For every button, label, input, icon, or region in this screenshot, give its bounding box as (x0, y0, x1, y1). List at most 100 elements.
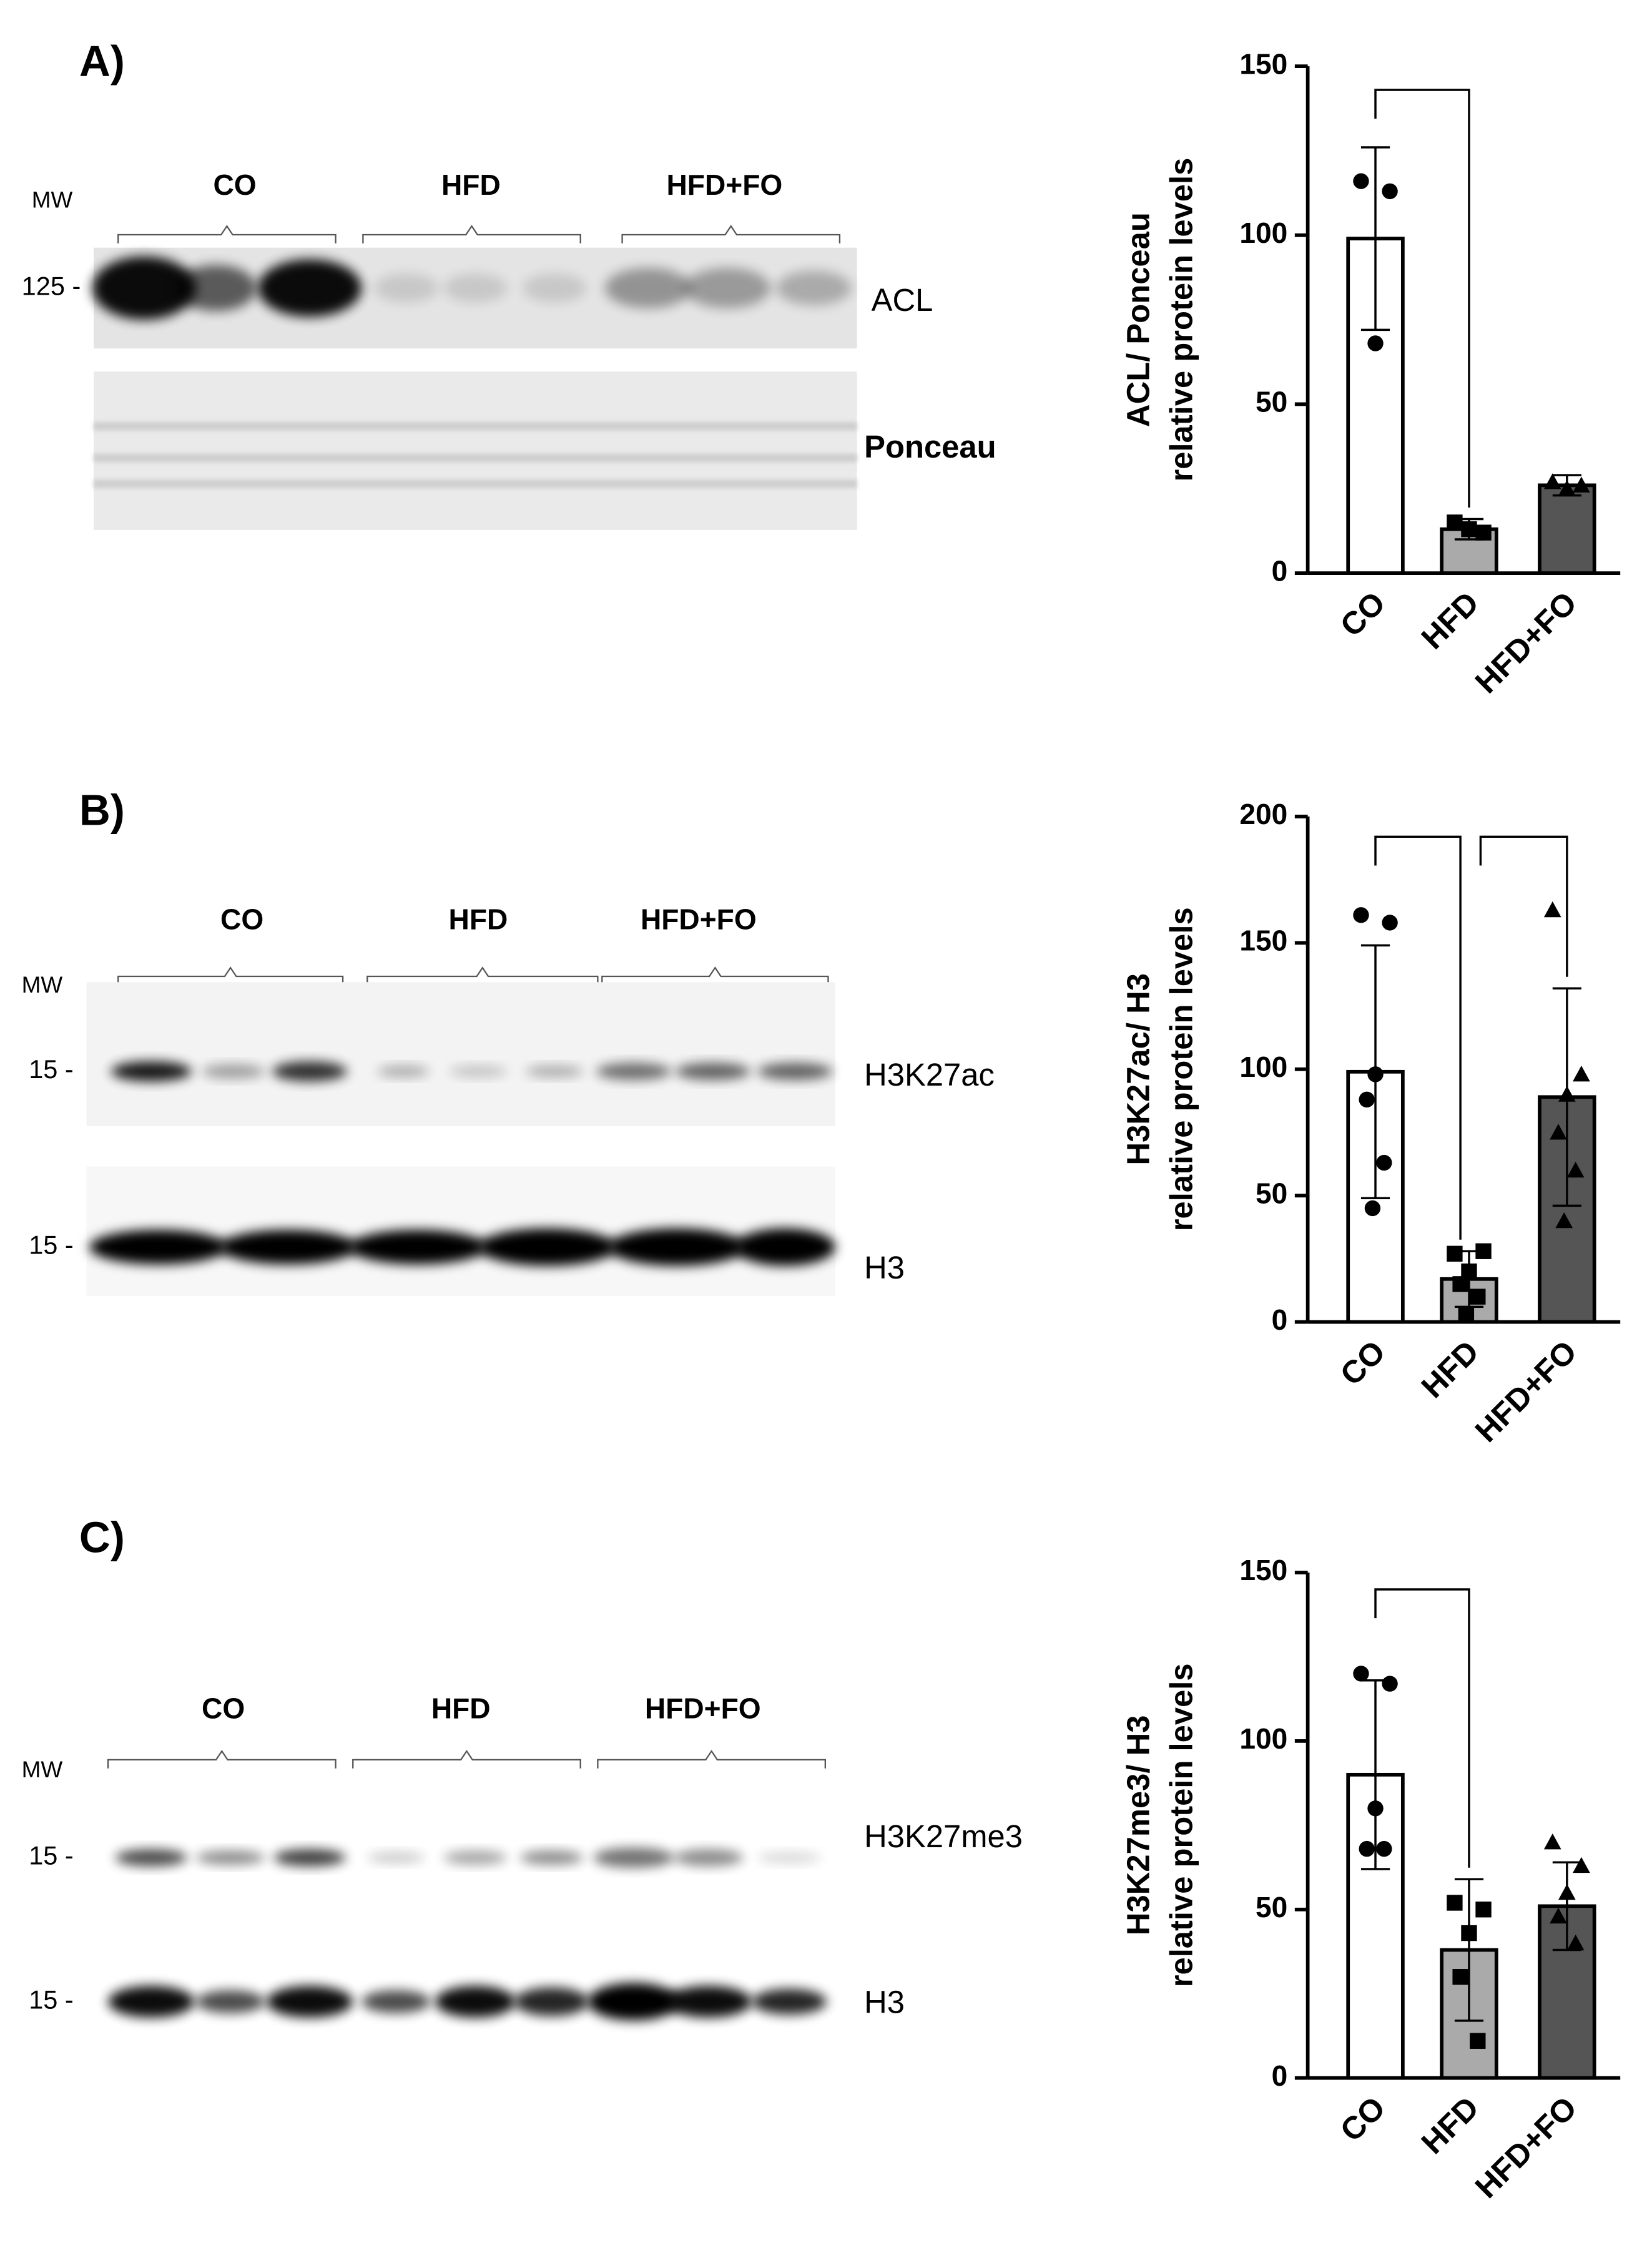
blot-strip (92, 247, 857, 349)
blot-band (523, 273, 586, 303)
bar (1346, 237, 1405, 575)
protein-label: H3K27ac (864, 1057, 995, 1092)
data-point (1367, 1066, 1384, 1082)
y-tick-label: 100 (1239, 217, 1287, 249)
protein-label: H3 (864, 1250, 905, 1285)
mw-label: MW (32, 187, 73, 213)
group-label: HFD (441, 169, 501, 201)
data-point (1573, 1857, 1590, 1873)
group-label: HFD+FO (645, 1692, 761, 1725)
blot-band (195, 1850, 265, 1865)
data-point (1475, 524, 1492, 541)
y-axis-label: H3K27ac/ H3 (1120, 973, 1156, 1165)
data-point (1452, 1276, 1468, 1292)
group-brace (117, 966, 344, 985)
mw-marker: 15 - (29, 1230, 74, 1260)
data-point (1376, 1840, 1392, 1857)
blot-band (89, 1229, 228, 1265)
data-point (1359, 1091, 1375, 1108)
mw-marker: 15 - (29, 1841, 74, 1870)
y-tick-label: 100 (1239, 1051, 1287, 1083)
data-point (1550, 1124, 1567, 1140)
data-point (1543, 901, 1561, 918)
x-tick-label: CO (1333, 585, 1392, 644)
protein-label: ACL (872, 282, 933, 318)
y-tick-label: 150 (1239, 1554, 1287, 1586)
data-point (1364, 1200, 1381, 1217)
data-point (1475, 1902, 1492, 1918)
y-tick-label: 50 (1256, 386, 1287, 418)
y-tick-label: 50 (1256, 1891, 1287, 1923)
blot-band (272, 1061, 348, 1082)
group-brace (352, 1749, 581, 1769)
y-tick-label: 0 (1272, 554, 1288, 587)
x-tick-label: HFD+FO (1468, 585, 1584, 700)
data-point (1558, 1086, 1576, 1102)
blot-band (115, 1848, 187, 1867)
data-point (1353, 1666, 1369, 1682)
blot-band (684, 268, 771, 308)
data-point (1558, 479, 1576, 496)
x-tick-label: HFD (1414, 585, 1485, 656)
blot-band (596, 1063, 672, 1081)
data-point (1550, 1907, 1567, 1924)
data-point (1359, 1840, 1375, 1857)
blot-band (108, 1986, 195, 2018)
blot-strip (86, 982, 835, 1126)
error-bar (1360, 146, 1390, 331)
data-point (1558, 1883, 1576, 1900)
panel-label: B) (79, 786, 125, 835)
mw-marker: 15 - (29, 1054, 74, 1084)
group-label: CO (220, 903, 263, 936)
blot-band (361, 1990, 431, 2013)
group-label: CO (213, 169, 256, 201)
blot-band (674, 1848, 744, 1867)
data-point (1461, 1925, 1477, 1941)
blot-band (604, 268, 692, 308)
data-point (1353, 173, 1369, 189)
error-bar (1454, 1878, 1484, 2022)
blot-band (367, 1852, 425, 1863)
y-axis-label: ACL/ Ponceau (1120, 212, 1156, 427)
data-point (1447, 1895, 1463, 1911)
protein-label: H3 (864, 1984, 905, 2020)
blot-band (734, 1228, 835, 1266)
data-point (1367, 335, 1384, 351)
data-point (1555, 1212, 1573, 1229)
data-point (1470, 2033, 1486, 2049)
y-axis-label: H3K27me3/ H3 (1120, 1716, 1156, 1936)
data-point (1367, 1800, 1384, 1817)
panel-label: C) (79, 1513, 125, 1562)
ponceau-band (94, 479, 857, 488)
group-label: HFD+FO (641, 903, 757, 936)
panel-label: A) (79, 37, 125, 86)
data-point (1543, 473, 1561, 489)
blot-band (435, 1986, 516, 2018)
group-label: HFD+FO (666, 169, 782, 201)
y-tick-label: 200 (1239, 798, 1287, 830)
blot-band (776, 270, 852, 306)
bar (1538, 483, 1596, 575)
significance-bracket (1374, 89, 1470, 508)
blot-band (757, 1063, 833, 1081)
significance-bracket (1374, 835, 1462, 1240)
y-tick-label: 0 (1272, 1303, 1288, 1336)
blot-band (526, 1066, 584, 1077)
blot-strip (86, 1166, 835, 1297)
y-tick-label: 100 (1239, 1722, 1287, 1755)
y-axis-label: relative protein levels (1164, 158, 1199, 482)
group-brace (107, 1749, 337, 1769)
data-point (1447, 1245, 1463, 1262)
group-label: CO (202, 1692, 245, 1725)
blot-band (675, 1063, 750, 1081)
blot-band (757, 1852, 821, 1863)
x-tick-label: HFD+FO (1468, 2089, 1584, 2205)
y-axis-label: relative protein levels (1164, 907, 1199, 1231)
mw-label: MW (22, 972, 63, 998)
blot-background (86, 982, 835, 1126)
blot-strip (94, 371, 857, 530)
blot-background (94, 371, 857, 530)
group-brace (621, 225, 841, 243)
x-tick-label: CO (1333, 2089, 1392, 2148)
